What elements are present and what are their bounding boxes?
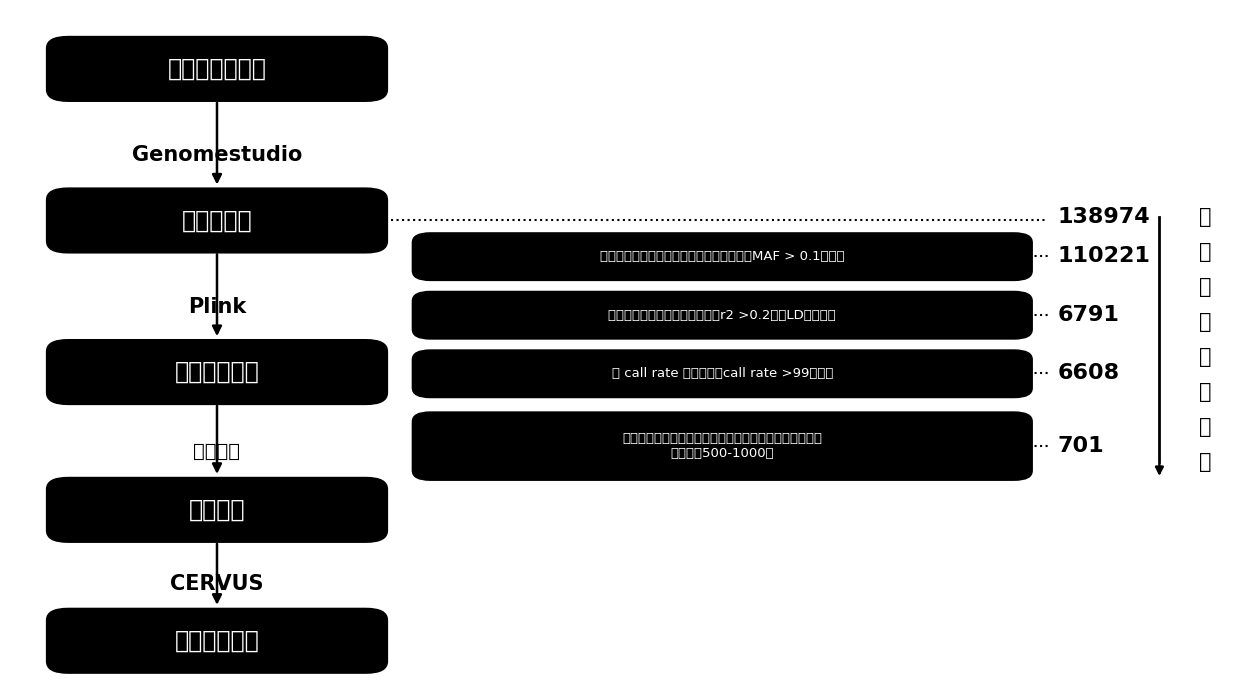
Text: CERVUS: CERVUS (170, 573, 264, 594)
Text: 格式转换: 格式转换 (188, 498, 246, 522)
Text: 按照基因型缺失率和稀有等位基因频率筛选MAF > 0.1的位点: 按照基因型缺失率和稀有等位基因频率筛选MAF > 0.1的位点 (600, 250, 844, 263)
Text: Genomestudio: Genomestudio (131, 145, 303, 165)
Text: 剩: 剩 (1199, 347, 1211, 367)
FancyBboxPatch shape (46, 187, 388, 254)
Text: 6608: 6608 (1058, 363, 1120, 384)
FancyBboxPatch shape (46, 36, 388, 102)
Text: 变: 变 (1199, 207, 1211, 227)
FancyBboxPatch shape (46, 608, 388, 674)
Text: 按照染色体位置进行分层抽样，优选品鉴能力强的位点，
数量约为500-1000个: 按照染色体位置进行分层抽样，优选品鉴能力强的位点， 数量约为500-1000个 (622, 432, 822, 460)
Text: 位: 位 (1199, 277, 1211, 297)
FancyBboxPatch shape (412, 291, 1033, 340)
Text: 余: 余 (1199, 382, 1211, 402)
Text: 集团型获取: 集团型获取 (182, 209, 252, 232)
Text: 自写脚本: 自写脚本 (193, 442, 241, 461)
Text: 异: 异 (1199, 242, 1211, 262)
Text: 6791: 6791 (1058, 305, 1120, 325)
FancyBboxPatch shape (46, 339, 388, 405)
Text: 况: 况 (1199, 451, 1211, 472)
FancyBboxPatch shape (412, 232, 1033, 281)
FancyBboxPatch shape (412, 349, 1033, 398)
Text: 110221: 110221 (1058, 246, 1151, 267)
Text: 亲缘关系鉴定: 亲缘关系鉴定 (175, 629, 259, 652)
Text: 牛芯片原始数据: 牛芯片原始数据 (167, 57, 267, 81)
Text: 138974: 138974 (1058, 207, 1151, 227)
FancyBboxPatch shape (412, 411, 1033, 481)
Text: 701: 701 (1058, 436, 1105, 457)
Text: 变异位点质控: 变异位点质控 (175, 360, 259, 384)
FancyBboxPatch shape (46, 477, 388, 543)
Text: 点: 点 (1199, 312, 1211, 332)
Text: 情: 情 (1199, 417, 1211, 437)
Text: 按 call rate 计算，保留call rate >99的位点: 按 call rate 计算，保留call rate >99的位点 (611, 367, 833, 380)
Text: 利用连锁不平衡剪除方法，设定r2 >0.2进行LD剪除位点: 利用连锁不平衡剪除方法，设定r2 >0.2进行LD剪除位点 (609, 309, 836, 322)
Text: Plink: Plink (188, 296, 246, 317)
